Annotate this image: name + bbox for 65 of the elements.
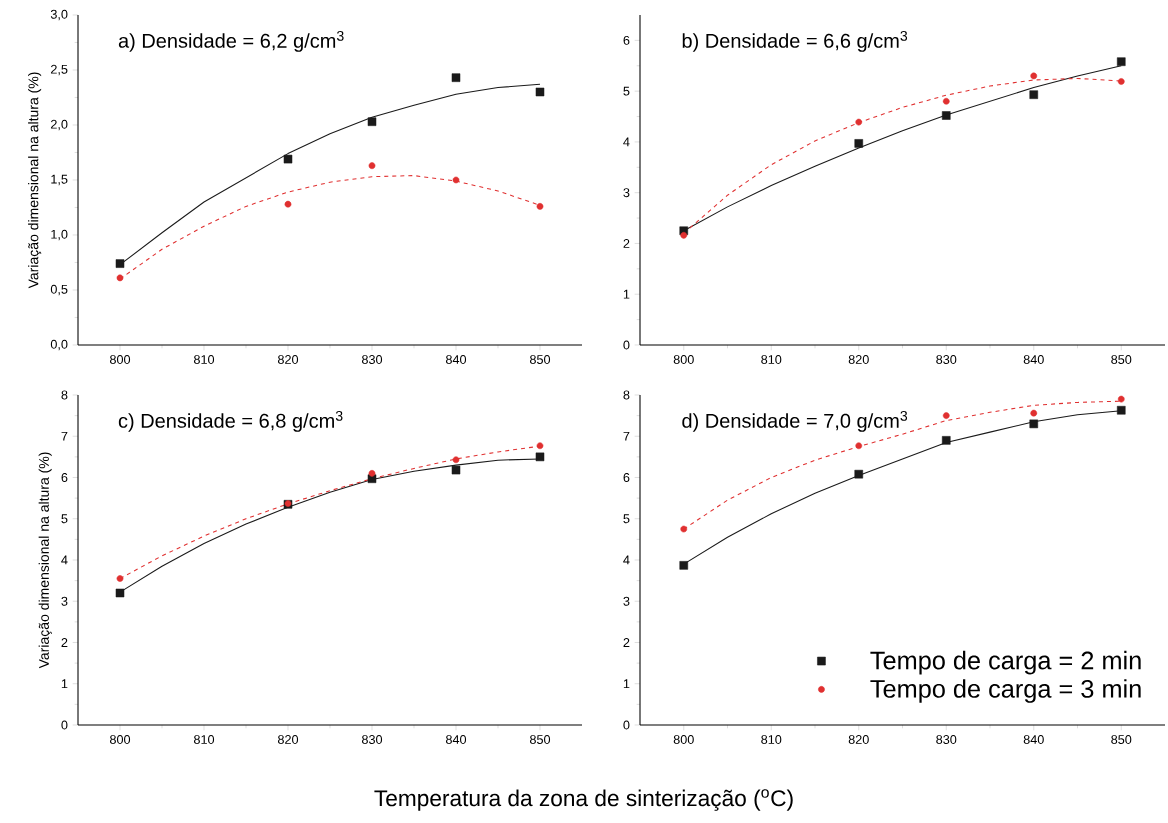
x-tick-label: 800 xyxy=(109,735,131,744)
x-tick-label: 850 xyxy=(529,735,551,744)
y-tick-label: 1,0 xyxy=(51,229,68,241)
x-tick-label: 800 xyxy=(109,355,131,364)
y-tick-label: 6 xyxy=(623,473,630,482)
y-tick-label: 1,5 xyxy=(51,174,68,186)
y-tick-label: 3 xyxy=(623,596,630,606)
y-axis-title: Variação dimensional na altura (%) xyxy=(28,72,42,289)
legend-label: Tempo de carga = 3 min xyxy=(870,679,1141,703)
x-tick-label: 810 xyxy=(193,355,215,364)
y-tick-label: 0 xyxy=(623,340,630,350)
x-tick-label: 830 xyxy=(936,735,957,744)
y-tick-label: 5 xyxy=(623,86,630,96)
x-tick-label: 800 xyxy=(673,735,694,744)
y-tick-label: 2,5 xyxy=(50,64,68,76)
y-tick-label: 3 xyxy=(61,596,68,606)
y-tick-label: 1 xyxy=(623,289,630,299)
text: b) Densidade = 6,6 g/cm$^{3}$ xyxy=(682,30,908,52)
y-tick-label: 8 xyxy=(623,390,630,400)
x-tick-label: 820 xyxy=(848,355,869,364)
x-tick-label: 850 xyxy=(529,355,551,364)
x-tick-label: 850 xyxy=(1111,355,1132,364)
y-tick-label: 1 xyxy=(623,679,630,689)
x-tick-label: 830 xyxy=(936,355,957,364)
y-tick-label: 1 xyxy=(61,679,68,689)
y-tick-label: 0 xyxy=(623,720,630,730)
text: d) Densidade = 7,0 g/cm$^{3}$ xyxy=(682,410,908,432)
y-tick-label: 7 xyxy=(623,431,630,441)
x-tick-label: 830 xyxy=(361,355,383,364)
y-tick-label: 6 xyxy=(623,35,630,45)
x-tick-label: 820 xyxy=(277,735,299,744)
y-tick-label: 4 xyxy=(623,555,630,565)
x-tick-label: 840 xyxy=(445,735,467,744)
x-tick-label: 840 xyxy=(1023,735,1044,744)
y-tick-label: 2 xyxy=(623,239,630,248)
y-tick-label: 2,0 xyxy=(50,119,68,131)
y-tick-label: 0,5 xyxy=(50,284,68,296)
x-tick-label: 840 xyxy=(1023,355,1044,364)
y-tick-label: 4 xyxy=(623,137,630,147)
x-axis-title: Temperatura da zona de sinterização ($^{o}$C) xyxy=(374,789,793,811)
y-tick-label: 5 xyxy=(623,514,630,524)
y-tick-label: 0,0 xyxy=(50,339,68,351)
x-tick-label: 850 xyxy=(1111,735,1132,744)
x-tick-label: 840 xyxy=(445,355,467,364)
x-tick-label: 810 xyxy=(761,735,782,744)
legend-label: Tempo de carga = 2 min xyxy=(870,650,1141,675)
y-tick-label: 2 xyxy=(61,638,68,647)
y-axis-title: Variação dimensional na altura (%) xyxy=(38,452,52,669)
y-tick-label: 7 xyxy=(61,431,68,441)
text: a) Densidade = 6,2 g/cm$^{3}$ xyxy=(118,30,344,52)
y-tick-label: 6 xyxy=(61,473,68,482)
x-tick-label: 820 xyxy=(277,355,299,364)
x-tick-label: 830 xyxy=(361,735,383,744)
text: c) Densidade = 6,8 g/cm$^{3}$ xyxy=(118,410,343,432)
x-tick-label: 810 xyxy=(761,355,782,364)
y-tick-label: 5 xyxy=(61,514,68,524)
y-tick-label: 0 xyxy=(61,720,68,730)
y-tick-label: 3,0 xyxy=(50,9,68,21)
x-tick-label: 800 xyxy=(673,355,694,364)
y-tick-label: 2 xyxy=(623,638,630,647)
y-tick-label: 3 xyxy=(623,188,630,198)
y-tick-label: 8 xyxy=(61,390,68,400)
y-tick-label: 4 xyxy=(61,555,68,565)
x-tick-label: 820 xyxy=(848,735,869,744)
x-tick-label: 810 xyxy=(193,735,215,744)
